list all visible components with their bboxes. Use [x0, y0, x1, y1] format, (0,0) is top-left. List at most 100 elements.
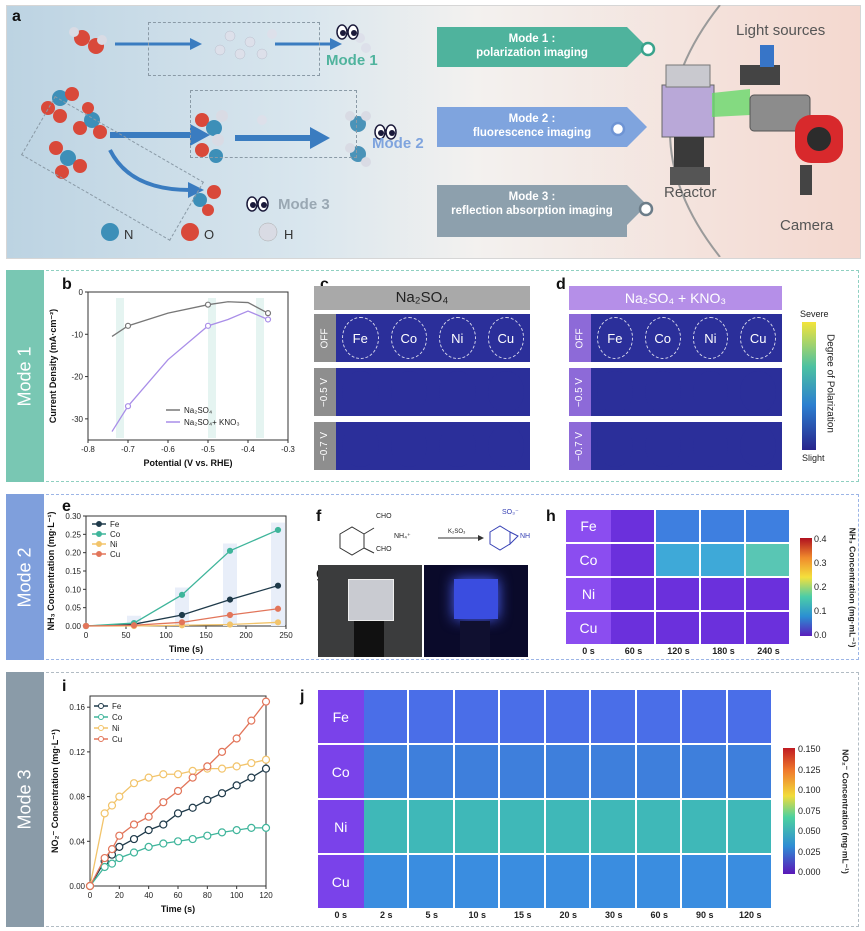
photo-reactor-light — [318, 565, 422, 657]
data-point — [107, 801, 117, 810]
row-label: Co — [318, 745, 364, 798]
false — [597, 425, 633, 467]
false — [644, 425, 681, 467]
y-axis-label: NH₃ Concentration (mg·L⁻¹) — [46, 512, 56, 631]
data-point — [204, 301, 212, 308]
data-point — [178, 591, 186, 598]
x-tick-label: -0.8 — [81, 445, 95, 454]
false — [409, 800, 453, 853]
metal-label: Fe — [607, 330, 623, 346]
x-tick-label: 0 — [84, 631, 89, 640]
data-point — [247, 823, 256, 832]
x-tick-label: 250 — [279, 631, 293, 640]
data-point — [188, 766, 197, 775]
row-label: Fe — [318, 690, 364, 743]
y-tick-label: 0.12 — [69, 748, 85, 757]
data-point — [124, 403, 132, 410]
legend-marker — [96, 551, 102, 557]
data-point — [159, 839, 168, 848]
legend-label: Ni — [112, 724, 120, 733]
data-point — [203, 762, 212, 771]
false — [611, 578, 654, 610]
data-point — [232, 781, 241, 790]
metal-label: Cu — [749, 330, 767, 346]
false — [591, 855, 635, 908]
data-point — [107, 845, 117, 854]
x-axis-label: Time (s) — [161, 904, 195, 914]
time-label: 5 s — [425, 910, 438, 920]
data-point — [261, 697, 271, 706]
data-point — [115, 853, 124, 863]
panel-c-grid: OFF Fe Co Ni Cu −0.5 V −0.7 V — [314, 314, 530, 470]
data-point — [232, 826, 241, 835]
false — [487, 371, 524, 413]
metal-label: Co — [400, 330, 418, 346]
false — [636, 855, 680, 908]
panel-d-grid: OFF Fe Co Ni Cu −0.5 V −0.7 V — [569, 314, 782, 470]
false — [727, 800, 771, 853]
mode2-box-sub: fluorescence imaging — [472, 127, 592, 139]
data-point — [217, 789, 227, 798]
metal-label: Ni — [451, 330, 464, 346]
colorbar-tick: 0.050 — [798, 826, 821, 836]
y-tick-label: -20 — [71, 373, 83, 382]
x-tick-label: 80 — [203, 891, 212, 900]
time-label: 10 s — [468, 910, 487, 920]
row-label: −0.5 V — [574, 377, 586, 407]
x-axis-label: Potential (V vs. RHE) — [143, 458, 232, 468]
false — [390, 317, 427, 359]
false — [656, 544, 699, 576]
legend-marker — [96, 541, 102, 547]
chart-e: 0 50 100 150 200 250 0.00 0.05 0.10 0.15 0.20 0.25 0… — [46, 512, 293, 654]
legend-o: O — [204, 227, 215, 242]
mode1-box-title: Mode 1 : — [508, 33, 556, 45]
false — [746, 510, 789, 542]
false — [439, 371, 476, 413]
panel-label-i: i — [62, 678, 67, 695]
row-label: −0.7 V — [319, 431, 331, 461]
data-point — [129, 820, 139, 829]
data-point — [261, 764, 271, 773]
data-point — [129, 834, 139, 844]
panel-label-e: e — [62, 498, 71, 515]
data-point — [130, 622, 138, 629]
legend-h: H — [284, 227, 294, 242]
data-point — [85, 881, 95, 891]
colorbar-tick: 0.3 — [814, 558, 827, 568]
false — [682, 800, 726, 853]
false — [701, 578, 744, 610]
legend-label: Fe — [112, 702, 122, 711]
mode3-sidebar: Mode 3 — [6, 672, 44, 927]
false — [656, 510, 699, 542]
x-tick-label: 150 — [199, 631, 213, 640]
y-axis-label: NO₂⁻ Concentration (mg·L⁻¹) — [50, 729, 60, 853]
colorbar-tick: 0.000 — [798, 867, 821, 877]
data-point — [173, 770, 183, 779]
data-point — [264, 310, 272, 317]
metal-label: Cu — [497, 330, 515, 346]
false — [701, 544, 744, 576]
false — [636, 745, 680, 798]
reagent-sulfite: K₂SO₃ — [448, 529, 466, 535]
data-point — [188, 773, 197, 782]
x-tick-label: -0.4 — [241, 445, 255, 454]
false — [545, 690, 589, 743]
data-point — [247, 773, 256, 782]
colorbar-j-title: NO₂⁻ Concentration (mg·mL⁻¹) — [840, 749, 851, 874]
highlight-band — [271, 522, 285, 626]
y-tick-label: 0 — [79, 288, 84, 297]
data-point — [264, 316, 272, 323]
panel-d-colorbar — [802, 322, 816, 450]
false — [644, 317, 681, 359]
reactant-cho-1: CHO — [376, 513, 392, 520]
time-label: 2 s — [379, 910, 393, 920]
false — [682, 745, 726, 798]
panel-label-a: a — [12, 8, 21, 25]
legend-label: Cu — [110, 550, 120, 559]
y-tick-label: 0.16 — [69, 703, 85, 712]
data-point — [203, 795, 212, 805]
light-sources-label: Light sources — [736, 22, 826, 39]
chart-i: 0 20 40 60 80 100 120 0.00 0.04 0.08 0.12 0.16 Time … — [50, 695, 273, 914]
mode1-sidebar: Mode 1 — [6, 270, 44, 482]
time-label: 120 s — [667, 646, 690, 656]
